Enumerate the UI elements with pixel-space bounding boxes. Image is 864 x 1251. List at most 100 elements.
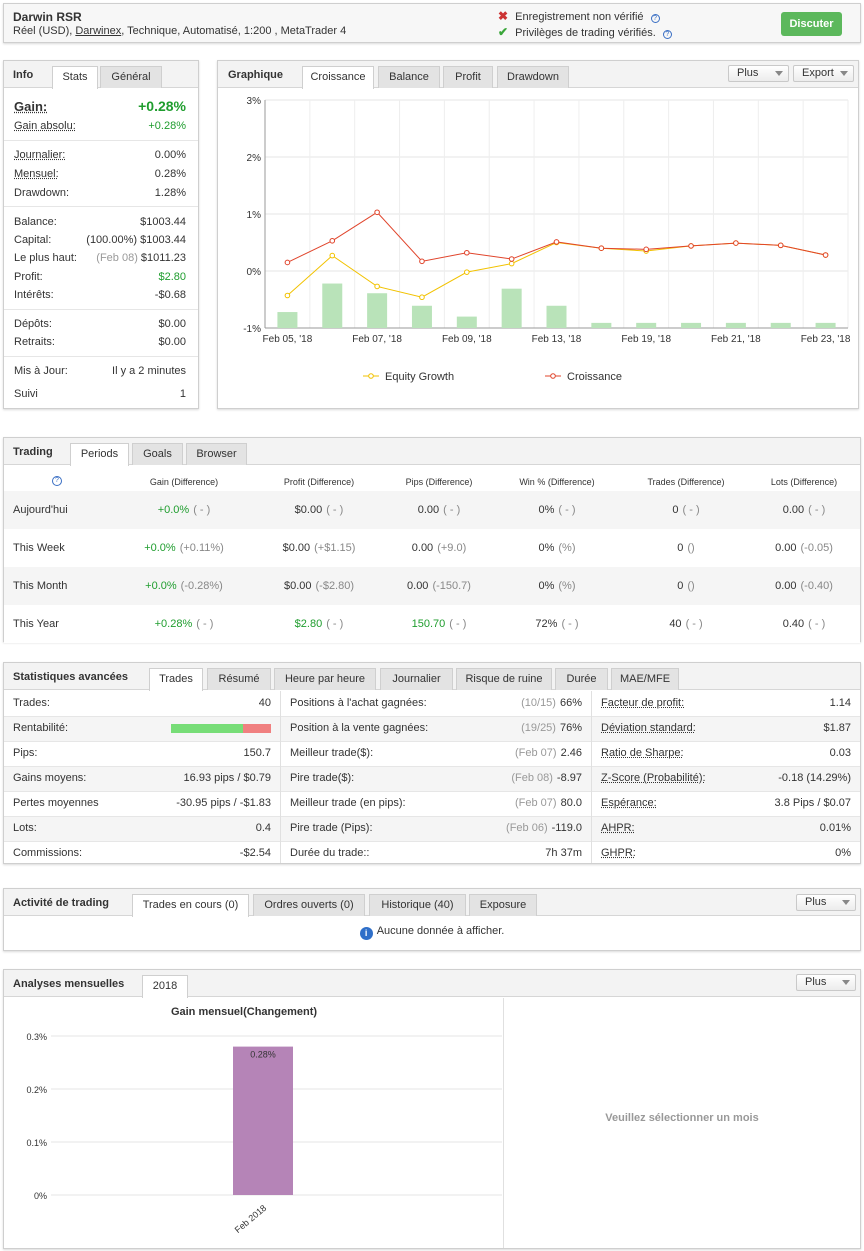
cell-value: 0.00 (782, 504, 805, 516)
help-icon[interactable]: ? (52, 476, 62, 486)
stats-label: Lots: (13, 822, 37, 834)
cell-difference: (-0.28%) (180, 580, 223, 592)
cell-value: 0% (538, 504, 555, 516)
stats-note: (Feb 07) (515, 747, 557, 759)
x-tick-label: Feb 07, '18 (352, 334, 402, 345)
tab-open-orders[interactable]: Ordres ouverts (0) (253, 894, 365, 916)
cell-difference: ( - ) (682, 504, 700, 516)
tab-summary[interactable]: Résumé (207, 668, 271, 690)
deposits-label: Dépôts: (14, 318, 52, 330)
more-button[interactable]: Plus (796, 894, 856, 911)
tab-drawdown[interactable]: Drawdown (497, 66, 569, 88)
drawdown-bar (501, 288, 522, 328)
data-point (508, 260, 515, 267)
tab-graph[interactable]: Graphique (228, 69, 284, 81)
cell-value: 0.40 (782, 618, 805, 630)
discuss-button[interactable]: Discuter (781, 12, 842, 36)
tab-stats[interactable]: Stats (52, 66, 98, 89)
stats-value: 16.93 pips / $0.79 (183, 772, 271, 784)
tab-risk-of-ruin[interactable]: Risque de ruine (456, 668, 552, 690)
graph-tabbar: Graphique Croissance Balance Profit Draw… (218, 61, 858, 89)
cell-difference: ( - ) (808, 504, 826, 516)
help-icon[interactable]: ? (650, 14, 660, 23)
drawdown-bar (725, 322, 746, 328)
tab-open-trades[interactable]: Trades en cours (0) (132, 894, 249, 917)
tab-trading[interactable]: Trading (13, 446, 53, 458)
stats-label: Meilleur trade (en pips): (290, 797, 406, 809)
table-cell: 0.00 (-150.7) (369, 567, 509, 605)
tab-daily[interactable]: Journalier (380, 668, 453, 690)
account-header: Darwin RSR Réel (USD), Darwinex, Techniq… (3, 3, 861, 43)
table-cell: 0% (%) (487, 529, 627, 567)
profit-value: $2.80 (158, 271, 186, 283)
more-button[interactable]: Plus (796, 974, 856, 991)
interest-label: Intérêts: (14, 289, 54, 301)
tab-growth[interactable]: Croissance (302, 66, 374, 89)
drawdown-bar (456, 316, 477, 328)
tab-balance[interactable]: Balance (378, 66, 440, 88)
column-header-gain: Gain (Difference) (149, 477, 219, 487)
stats-row: Ratio de Sharpe: 0.03 (592, 741, 860, 766)
export-button[interactable]: Export (793, 65, 854, 82)
cell-value: 0.00 (417, 504, 440, 516)
more-button[interactable]: Plus (728, 65, 789, 82)
tab-history[interactable]: Historique (40) (369, 894, 466, 916)
drawdown-bar (546, 305, 567, 328)
tab-monthly-analysis[interactable]: Analyses mensuelles (13, 978, 125, 990)
tab-goals[interactable]: Goals (132, 443, 183, 465)
column-divider (280, 691, 281, 863)
broker-link[interactable]: Darwinex (75, 25, 122, 37)
tab-duration[interactable]: Durée (555, 668, 608, 690)
tab-trading-activity[interactable]: Activité de trading (13, 897, 109, 909)
tab-advanced-stats[interactable]: Statistiques avancées (13, 671, 128, 683)
cell-value: 0% (538, 580, 555, 592)
stats-label: AHPR: (601, 822, 635, 834)
data-point (733, 240, 739, 246)
stats-label: Pire trade (Pips): (290, 822, 373, 834)
stats-label: Z-Score (Probabilité): (601, 772, 706, 784)
stats-label: Facteur de profit: (601, 697, 685, 709)
abs-gain-value: +0.28% (148, 120, 186, 132)
account-subtitle: Réel (USD), Darwinex, Technique, Automat… (13, 25, 346, 37)
stats-row: Positions à l'achat gagnées: (10/15) 66% (281, 691, 591, 716)
table-cell: 0() (616, 567, 756, 605)
stats-label: Positions à l'achat gagnées: (290, 697, 427, 709)
help-icon[interactable]: ? (662, 30, 672, 39)
column-header-lots: Lots (Difference) (770, 477, 838, 487)
stats-value-group: 3.8 Pips / $0.07 (775, 791, 851, 816)
x-tick-label: Feb 23, '18 (801, 334, 851, 345)
tab-info[interactable]: Info (13, 69, 34, 81)
table-cell: 0.00 (-0.05) (734, 529, 864, 567)
tab-trades[interactable]: Trades (149, 668, 203, 691)
monthly-analysis-panel: Analyses mensuelles 2018 Plus Gain mensu… (3, 969, 861, 1249)
tab-general[interactable]: Général (100, 66, 162, 88)
stats-value: 0.01% (819, 822, 851, 834)
tab-mae-mfe[interactable]: MAE/MFE (611, 668, 679, 690)
table-row: This Year +0.28%( - ) $2.80( - ) 150.70( - … (4, 605, 860, 643)
cell-difference: ( - ) (443, 504, 461, 516)
table-cell: 0.00( - ) (369, 491, 509, 529)
tab-periods[interactable]: Periods (70, 443, 129, 466)
tab-browser[interactable]: Browser (186, 443, 247, 465)
cell-value: $0.00 (294, 504, 323, 516)
stats-label: Pips: (13, 747, 38, 759)
tab-exposure[interactable]: Exposure (469, 894, 537, 916)
data-point (464, 249, 470, 256)
divider (4, 206, 198, 207)
cell-value: $2.80 (294, 618, 323, 630)
stats-value-group: 16.93 pips / $0.79 (184, 766, 271, 791)
stats-row: Commissions: -$2.54 (4, 841, 280, 866)
tab-profit[interactable]: Profit (443, 66, 493, 88)
registration-status-text: Enregistrement non vérifié (515, 11, 644, 23)
data-point (284, 259, 291, 266)
panel-divider (503, 998, 504, 1248)
tab-year-2018[interactable]: 2018 (142, 975, 188, 998)
stats-value: 150.7 (243, 747, 271, 759)
privileges-status-text: Privilèges de trading vérifiés. (515, 27, 656, 39)
stats-label: GHPR: (601, 847, 636, 859)
tab-hourly[interactable]: Heure par heure (274, 668, 376, 690)
stats-value: 76% (559, 722, 582, 734)
highest-value-group: (Feb 08) $1011.23 (96, 252, 186, 264)
cell-difference: ( - ) (561, 618, 579, 630)
followers-value: 1 (179, 388, 186, 400)
